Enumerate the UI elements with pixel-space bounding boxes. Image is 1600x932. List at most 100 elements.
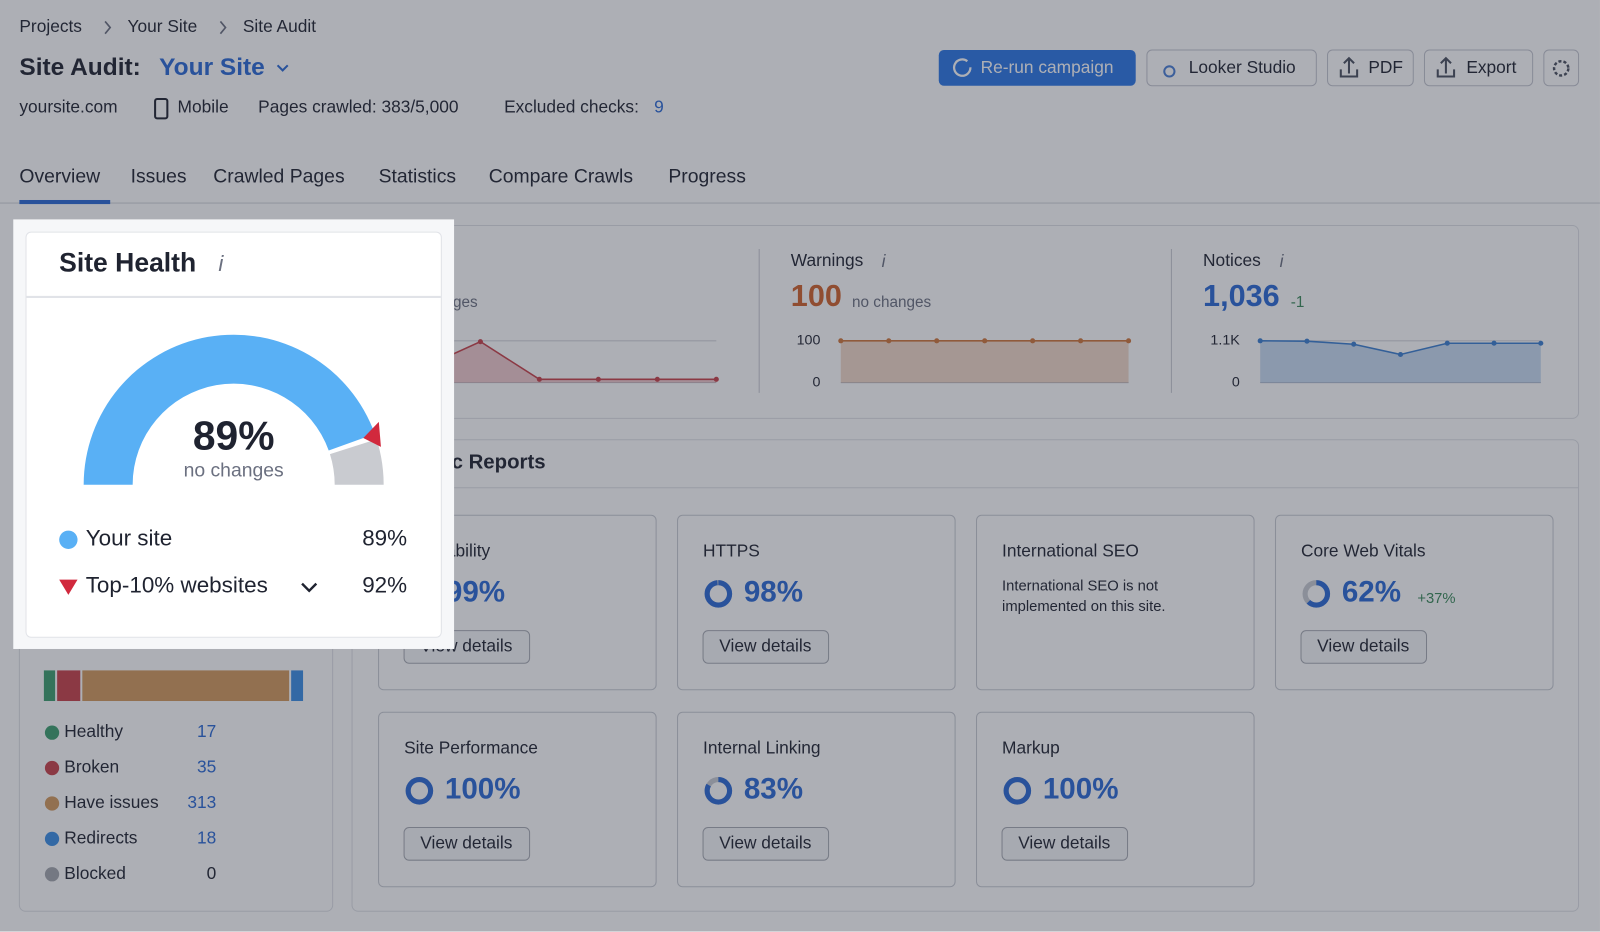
legend-dot bbox=[44, 725, 60, 740]
legend-label: Blocked bbox=[64, 863, 126, 883]
report-value: 100% bbox=[445, 773, 521, 806]
y-tick-label: 1.1K bbox=[1210, 333, 1240, 349]
report-change: +37% bbox=[1417, 591, 1455, 607]
excluded-label: Excluded checks: bbox=[504, 97, 639, 117]
button-label[interactable]: Looker Studio bbox=[1189, 57, 1296, 77]
info-icon: i bbox=[1280, 251, 1285, 271]
report-name: Internal Linking bbox=[703, 738, 821, 758]
warnings-label: Warnings bbox=[791, 250, 864, 270]
tab[interactable]: Statistics bbox=[379, 166, 457, 188]
legend-label: Redirects bbox=[64, 827, 138, 847]
sparkline-point bbox=[838, 338, 844, 344]
tab[interactable]: Issues bbox=[131, 166, 187, 188]
phone-icon bbox=[154, 97, 169, 120]
y-tick-label: 100 bbox=[797, 333, 821, 349]
report-card bbox=[976, 514, 1255, 691]
tab[interactable]: Compare Crawls bbox=[489, 166, 633, 188]
view-details-button[interactable] bbox=[1001, 827, 1129, 861]
breadcrumb[interactable]: Your Site bbox=[128, 16, 198, 36]
project-select[interactable]: Your Site bbox=[159, 54, 265, 81]
ring-value bbox=[704, 777, 733, 805]
sparkline-point bbox=[654, 376, 660, 382]
legend-triangle bbox=[59, 579, 78, 595]
button-label[interactable]: View details bbox=[1317, 636, 1409, 656]
report-name: Markup bbox=[1002, 738, 1060, 758]
upload-icon bbox=[1436, 56, 1456, 78]
sparkline-point bbox=[1257, 338, 1263, 344]
breadcrumb[interactable]: Projects bbox=[19, 16, 82, 36]
tab[interactable]: Progress bbox=[668, 166, 746, 188]
tab[interactable]: Crawled Pages bbox=[213, 166, 344, 188]
view-details-button[interactable] bbox=[702, 630, 830, 664]
looker-button[interactable] bbox=[1146, 49, 1317, 87]
sparkline-point bbox=[713, 376, 719, 382]
bar-segment bbox=[291, 670, 304, 702]
legend-value: 0 bbox=[207, 863, 217, 883]
notices-label: Notices bbox=[1203, 250, 1261, 270]
report-name: HTTPS bbox=[703, 541, 760, 561]
view-details-button[interactable] bbox=[403, 827, 531, 861]
errors-change: ges bbox=[453, 294, 478, 311]
legend-label: Broken bbox=[64, 757, 119, 777]
sparkline-point bbox=[1351, 341, 1357, 347]
gauge-value: 89% bbox=[193, 413, 275, 459]
button-label[interactable]: View details bbox=[719, 636, 811, 656]
legend-value[interactable]: 35 bbox=[197, 757, 216, 777]
sparkline-area bbox=[1260, 340, 1541, 383]
thematic-card bbox=[351, 439, 1580, 912]
rerun-icon bbox=[952, 58, 972, 77]
legend-value[interactable]: 18 bbox=[197, 827, 216, 847]
notices-change: -1 bbox=[1291, 294, 1305, 311]
button-label[interactable]: Export bbox=[1466, 57, 1516, 77]
chevron bbox=[104, 20, 112, 35]
view-details-button[interactable] bbox=[702, 827, 830, 861]
top10-marker bbox=[363, 421, 381, 447]
legend-dot bbox=[44, 760, 60, 776]
tabs: Overview Issues Crawled Pages Statistics Com… bbox=[19, 166, 746, 188]
info-icon: i bbox=[218, 251, 224, 276]
view-details-button[interactable] bbox=[1300, 630, 1428, 664]
site-health-popup: Site Health i 89% no changes Your site 89… bbox=[13, 219, 455, 649]
breadcrumb: Site Audit bbox=[243, 16, 316, 36]
button-label[interactable]: View details bbox=[420, 832, 512, 852]
thematic-title: ic Reports bbox=[446, 452, 546, 474]
sparkline-point bbox=[886, 338, 892, 344]
gauge bbox=[83, 334, 384, 485]
button-label[interactable]: PDF bbox=[1368, 57, 1403, 77]
ring-value bbox=[1003, 777, 1032, 805]
sparkline-point bbox=[1030, 338, 1036, 344]
report-value: 99% bbox=[446, 576, 505, 609]
bar-segment bbox=[82, 670, 290, 702]
chevron bbox=[219, 20, 227, 35]
report-value: 100% bbox=[1043, 773, 1119, 806]
legend-dot bbox=[59, 530, 78, 549]
button-label[interactable]: View details bbox=[719, 832, 811, 852]
report-value: 62% bbox=[1342, 576, 1401, 609]
legend-value[interactable]: 17 bbox=[197, 721, 216, 741]
y-tick-label: 0 bbox=[1232, 374, 1240, 390]
sparkline bbox=[421, 340, 717, 381]
legend-value[interactable]: 313 bbox=[187, 792, 216, 812]
bar-segment bbox=[43, 670, 56, 702]
sparkline-point bbox=[1304, 338, 1310, 344]
notices-value[interactable]: 1,036 bbox=[1203, 279, 1280, 313]
legend-label: Have issues bbox=[64, 792, 159, 812]
crawled-pages: Healthy 17 Broken 35 Have issues 313 Redirects… bbox=[43, 670, 304, 883]
gear-icon bbox=[1552, 59, 1570, 77]
button-label[interactable]: Re-run campaign bbox=[981, 57, 1114, 77]
report-note: implemented on this site. bbox=[1002, 599, 1165, 615]
warnings-value[interactable]: 100 bbox=[791, 279, 842, 313]
legend-label: Healthy bbox=[64, 721, 123, 741]
settings-button[interactable] bbox=[1543, 49, 1580, 87]
report-name: Core Web Vitals bbox=[1301, 541, 1426, 561]
legend-value: 89% bbox=[362, 526, 407, 551]
button-label[interactable]: View details bbox=[1018, 832, 1110, 852]
sparkline-point bbox=[982, 338, 988, 344]
sparkline-point bbox=[1491, 340, 1497, 346]
sparkline-point bbox=[477, 339, 483, 345]
device: Mobile bbox=[178, 97, 229, 117]
legend-label[interactable]: Top-10% websites bbox=[86, 573, 268, 598]
rerun-button[interactable] bbox=[938, 49, 1136, 86]
excluded-value[interactable]: 9 bbox=[654, 97, 664, 117]
tab[interactable]: Overview bbox=[19, 166, 101, 188]
